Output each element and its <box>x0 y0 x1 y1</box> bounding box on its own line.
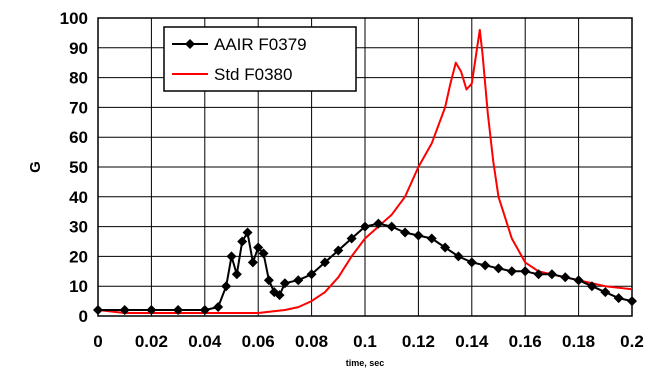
data-point <box>274 290 285 301</box>
data-point <box>546 269 557 280</box>
data-point <box>586 281 597 292</box>
data-point <box>119 305 130 316</box>
data-point <box>258 248 269 259</box>
x-tick-label: 0.06 <box>242 332 275 351</box>
data-point <box>426 233 437 244</box>
data-point <box>466 257 477 268</box>
plot-area-frame <box>97 17 633 317</box>
data-point <box>146 305 157 316</box>
x-tick-label: 0.2 <box>620 332 644 351</box>
y-axis-title: G <box>27 161 44 173</box>
data-point <box>247 257 258 268</box>
x-axis-title: time, sec <box>346 358 385 368</box>
data-point <box>560 272 571 283</box>
data-point <box>213 302 224 313</box>
data-point <box>253 242 264 253</box>
y-tick-label: 10 <box>69 277 88 296</box>
data-point <box>93 305 103 316</box>
legend-box <box>163 26 357 92</box>
x-tick-label: 0.16 <box>509 332 542 351</box>
data-point <box>226 251 237 262</box>
data-point <box>279 278 290 289</box>
legend-entry-aair: AAIR F0379 <box>214 35 307 54</box>
legend: AAIR F0379 Std F0380 <box>163 26 357 92</box>
x-tick-label: 0.12 <box>402 332 435 351</box>
y-tick-label: 40 <box>69 188 88 207</box>
x-tick-label: 0.14 <box>455 332 489 351</box>
data-point <box>173 305 184 316</box>
y-tick-label: 50 <box>69 158 88 177</box>
data-point <box>242 227 253 238</box>
x-tick-label: 0.02 <box>135 332 168 351</box>
x-tick-label: 0.04 <box>188 332 222 351</box>
tick-labels: 0 0.02 0.04 0.06 0.08 0.1 0.12 0.14 0.16 0.18 0.2 0… <box>60 9 644 351</box>
data-point <box>533 269 544 280</box>
data-point <box>360 221 370 232</box>
data-point <box>346 233 357 244</box>
data-point <box>627 296 637 307</box>
data-point <box>386 221 397 232</box>
y-tick-label: 60 <box>69 128 88 147</box>
data-point <box>400 227 411 238</box>
data-point <box>573 275 584 286</box>
data-point <box>506 266 517 277</box>
y-tick-label: 20 <box>69 247 88 266</box>
data-point <box>319 257 330 268</box>
data-point <box>231 269 242 280</box>
legend-marker-aair <box>185 39 195 49</box>
y-tick-label: 80 <box>69 69 88 88</box>
y-tick-label: 90 <box>69 39 88 58</box>
y-tick-label: 100 <box>60 9 88 28</box>
legend-entry-std: Std F0380 <box>214 65 292 84</box>
x-tick-label: 0.08 <box>295 332 328 351</box>
data-point <box>493 263 504 274</box>
data-point <box>373 218 384 229</box>
series-line-1 <box>97 28 633 314</box>
data-point <box>221 281 232 292</box>
data-point <box>263 275 274 286</box>
x-tick-label: 0 <box>93 332 102 351</box>
data-point <box>600 287 611 298</box>
data-point <box>440 242 451 253</box>
data-point <box>613 293 624 304</box>
series-layer <box>93 28 637 316</box>
data-point <box>480 260 491 271</box>
data-point <box>306 269 317 280</box>
y-tick-label: 0 <box>79 307 88 326</box>
data-point <box>520 266 531 277</box>
data-point <box>293 275 304 286</box>
y-tick-label: 30 <box>69 218 88 237</box>
data-point <box>413 230 424 241</box>
data-point <box>199 305 210 316</box>
data-point <box>453 251 464 262</box>
data-point <box>237 236 248 247</box>
data-point <box>333 245 344 256</box>
y-tick-label: 70 <box>69 98 88 117</box>
x-tick-label: 0.1 <box>353 332 377 351</box>
x-tick-label: 0.18 <box>562 332 595 351</box>
